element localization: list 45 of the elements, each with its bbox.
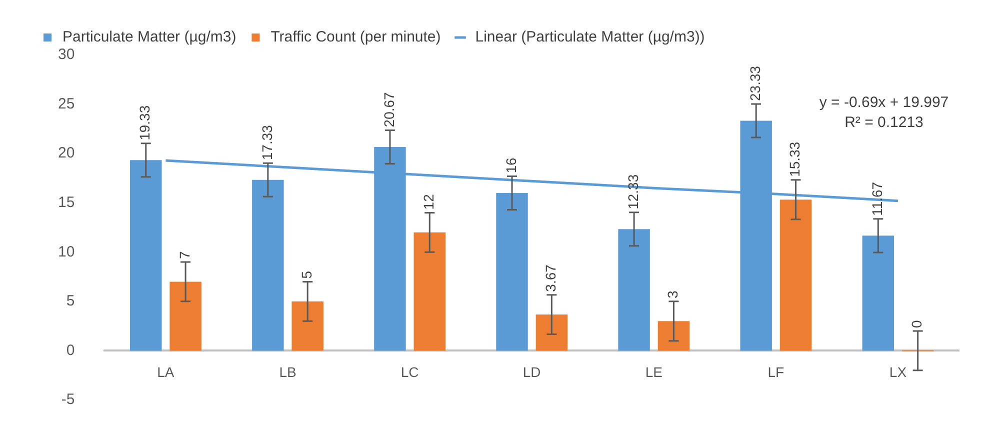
data-label: 15.33 [786,142,803,177]
y-tick-label: 25 [58,95,75,112]
bar [658,321,690,351]
bar [414,232,446,351]
annotation: R² = 0.1213 [844,114,924,132]
x-tick-label: LE [645,364,662,380]
x-tick-label: LF [768,364,784,380]
legend-label: Particulate Matter (µg/m3) [62,28,236,46]
x-tick-label: LC [400,364,419,380]
data-label: 3.67 [542,264,559,292]
bar [536,314,568,351]
x-tick-label: LB [279,364,296,380]
x-tick-label: LD [522,364,541,380]
x-tick-label: LA [157,364,175,380]
data-label: 3 [664,290,681,298]
bar [170,282,202,351]
x-tick-label: LX [889,364,908,380]
y-tick-label: 0 [66,342,75,359]
y-tick-label: 10 [58,243,75,260]
data-label: 12.33 [624,174,641,210]
y-tick-label: 20 [58,144,75,162]
y-tick-label: 30 [58,46,75,64]
y-tick-label: 15 [58,194,75,211]
data-label: 11.67 [869,182,886,216]
y-tick-label: -5 [61,391,75,408]
y-tick-label: 5 [66,292,75,310]
bar [252,180,284,351]
bar [780,200,812,351]
bar [496,193,528,351]
data-label: 19.33 [136,105,153,140]
data-label: 12 [420,194,436,210]
bar [292,301,324,351]
data-label: 5 [298,270,314,279]
bar [130,160,162,351]
annotation: y = -0.69x + 19.997 [819,94,949,112]
data-label: 20.67 [380,92,397,128]
bar [618,229,650,351]
data-label: 16 [502,157,519,174]
data-label: 23.33 [746,66,763,101]
data-label: 17.33 [258,124,275,160]
data-label: 7 [176,251,192,259]
legend-label: Traffic Count (per minute) [270,28,441,46]
legend-label: Linear (Particulate Matter (µg/m3)) [475,28,705,46]
data-label: 0 [908,320,925,328]
bar [862,236,894,351]
